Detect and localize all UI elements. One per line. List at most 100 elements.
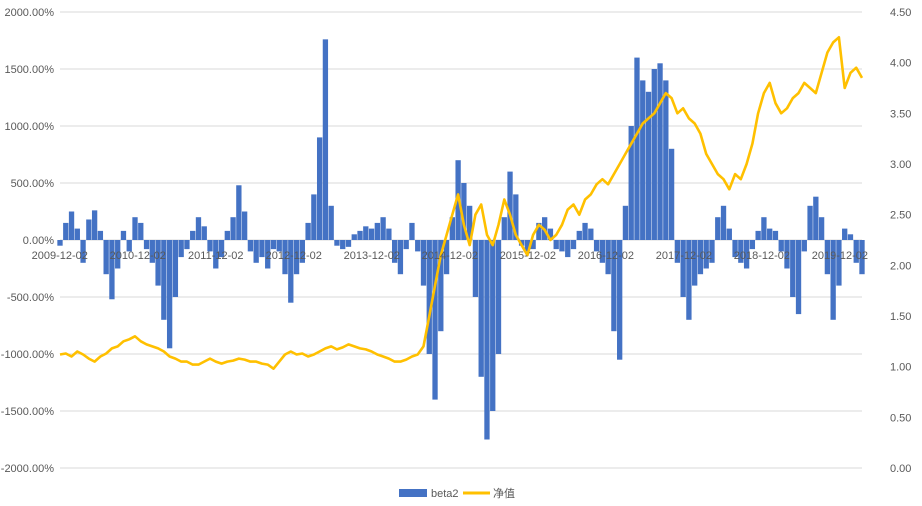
beta2-bar [195,217,202,240]
beta2-bar [68,211,75,240]
beta2-bar [103,240,109,275]
beta2-bar [253,240,259,263]
beta2-bar [720,205,727,240]
beta2-bar [611,240,617,332]
beta2-bar [715,217,721,240]
right-tick-label: 1.50 [890,311,911,323]
beta2-bar [674,240,681,263]
beta2-bar [680,240,686,297]
beta2-bar [628,126,634,240]
beta2-bar [559,240,565,252]
beta2-bar [143,240,150,250]
beta2-bar [813,196,819,240]
beta2-bar [565,240,571,258]
beta2-bar [334,240,340,246]
left-tick-label: 0.00% [23,235,54,247]
beta2-bar [259,240,265,258]
beta2-bar [299,240,305,263]
right-tick-label: 0.50 [890,412,911,424]
beta2-bar [807,205,813,240]
beta2-bar [576,230,582,240]
beta2-bar [536,222,542,240]
beta2-bar [340,240,346,250]
beta2-bar [836,240,842,286]
beta2-bar [155,240,161,286]
beta2-bar [726,228,732,240]
beta2-bar [432,240,438,400]
left-tick-label: -500.00% [7,292,54,304]
beta2-bar [172,240,179,297]
beta2-bar [363,226,369,240]
beta2-bar [784,240,790,269]
beta2-bar [709,240,715,263]
beta2-bar [732,240,738,258]
beta2-bar [663,80,669,241]
beta2-bar [126,240,132,252]
beta2-bar [743,240,750,269]
beta2-bar [224,230,230,240]
right-tick-label: 4.00 [890,58,911,70]
beta2-bar [588,228,594,240]
beta2-bar [190,230,196,240]
beta2-bar [322,39,329,240]
beta2-bar [403,240,409,250]
left-tick-label: 500.00% [11,178,55,190]
beta2-bar [74,228,80,240]
beta2-bar [853,240,859,263]
nav-line-group [59,36,864,370]
left-tick-label: -1500.00% [1,406,54,418]
left-tick-label: 2000.00% [4,7,54,19]
x-tick-label: 2010-12-02 [110,250,166,262]
beta2-bar [842,228,848,240]
left-tick-label: 1000.00% [4,121,54,133]
legend-swatch-beta2 [399,489,427,497]
x-tick-label: 2019-12-02 [812,250,868,262]
right-tick-label: 3.00 [890,159,911,171]
beta2-bar [415,240,421,252]
beta2-bar [772,230,779,240]
beta2-bar [120,230,127,240]
beta2-bar [236,185,242,240]
beta2-bar [178,240,184,258]
beta2-bar [622,205,629,240]
beta2-bar [767,228,773,240]
beta2-bar [166,240,173,349]
right-axis-tick-labels: 0.00 0.50 1.00 1.50 2.00 2.50 3.00 3.50 4.00 4.50 [890,7,911,475]
beta2-bar [524,240,531,252]
beta2-bar [438,240,444,332]
beta2-bar [582,222,588,240]
beta2-bar [311,194,317,240]
beta2-bar [161,240,167,320]
beta2-bar [207,240,213,252]
beta2-bar [386,228,392,240]
beta2-bar [801,240,807,252]
beta2-bar [184,240,190,250]
beta2-bar [617,240,623,360]
legend: beta2 净值 [399,486,515,500]
beta2-bar [265,240,271,269]
beta2-bar [241,211,248,240]
beta2-bar [703,240,709,269]
beta2-bar [213,240,219,269]
beta2-bar [818,217,825,240]
left-tick-label: -1000.00% [1,349,54,361]
beta2-bar [374,222,380,240]
beta2-bar [755,230,761,240]
left-tick-label: -2000.00% [1,463,54,475]
beta2-bar [397,240,404,275]
beta2-bar [553,240,559,250]
beta2-bar [420,240,427,286]
beta2-bar [282,240,288,275]
beta2-bar [513,194,519,240]
beta2-bar [316,137,323,240]
beta2-bar [351,234,357,240]
beta2-bar [293,240,300,275]
beta2-bar [605,240,611,275]
right-tick-label: 1.00 [890,362,911,374]
beta2-bar [478,240,484,377]
beta2-bar [859,240,865,275]
beta2-bar [668,148,675,240]
beta2-bar [391,240,398,263]
x-tick-label: 2012-12-02 [266,250,322,262]
x-axis-tick-labels: 2009-12-02 2010-12-02 2011-12-02 2012-12-02… [32,250,868,262]
